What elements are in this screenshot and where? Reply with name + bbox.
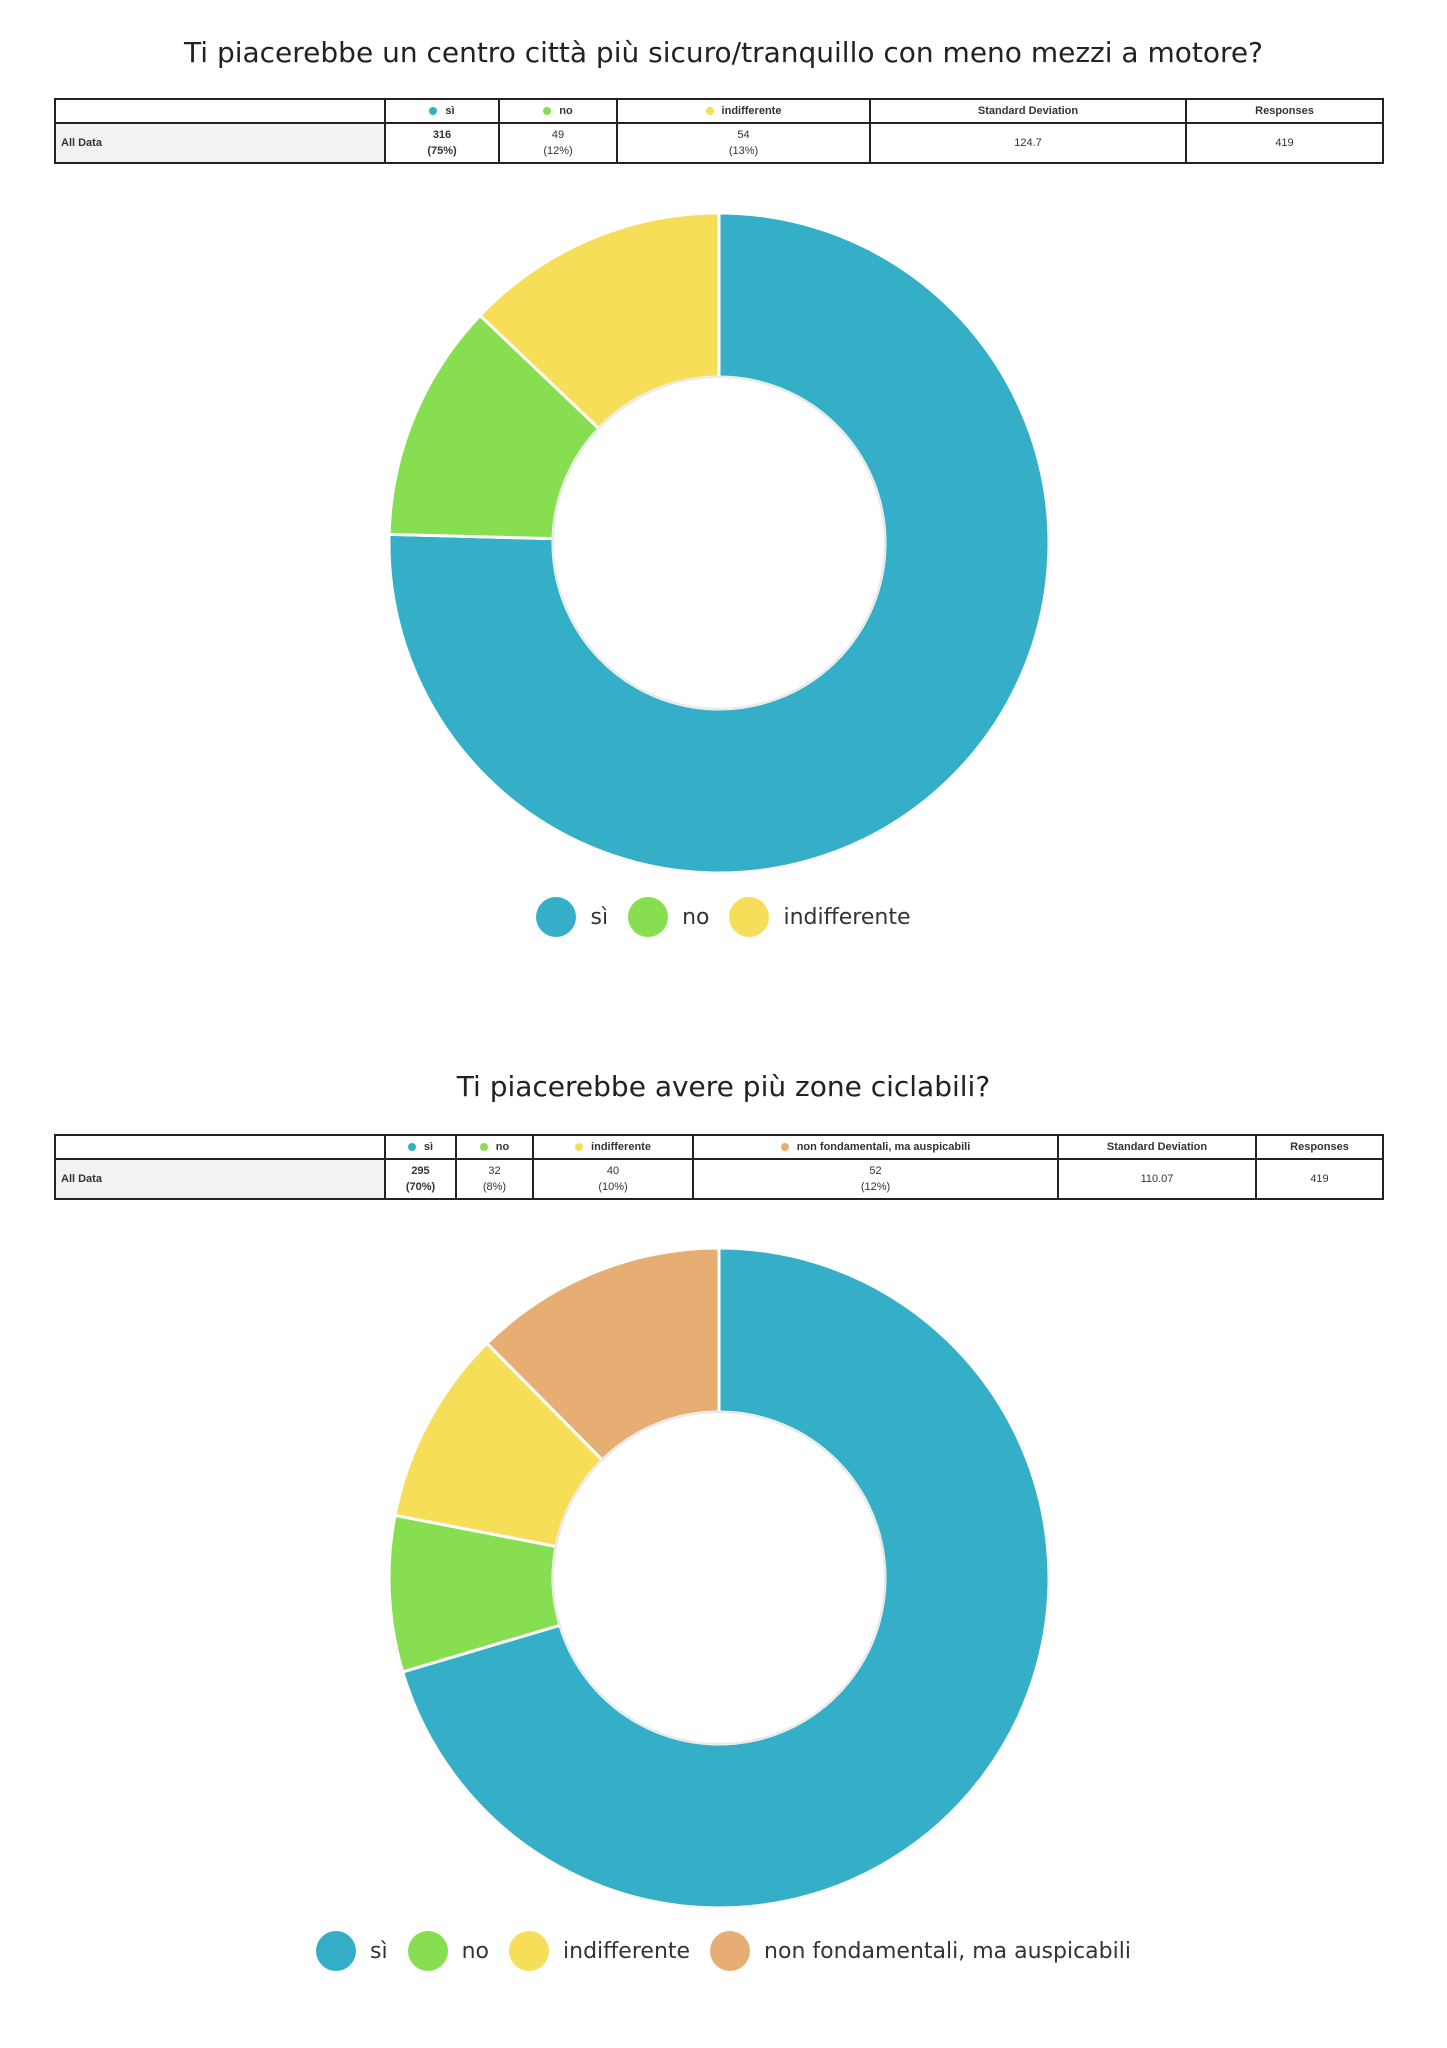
non-fondamentali-swatch-icon [710, 1931, 751, 1971]
header-indifferente: indifferente [616, 98, 871, 124]
header-std: Standard Deviation [1057, 1134, 1257, 1160]
cell-indifferente: 54 (13%) [616, 122, 871, 164]
header-responses: Responses [1255, 1134, 1384, 1160]
header-si: sì [384, 1134, 457, 1160]
cell-no: 49 (12%) [498, 122, 618, 164]
header-empty [54, 98, 386, 124]
cell-responses: 419 [1255, 1158, 1384, 1200]
cell-non-fondamentali: 52 (12%) [692, 1158, 1059, 1200]
indifferente-swatch-icon [729, 897, 770, 937]
table-row: All Data 295 (70%) 32 (8%) 40 (10%) 52 (12%)… [54, 1158, 1384, 1200]
no-dot-icon [543, 107, 552, 116]
cell-responses: 419 [1185, 122, 1384, 164]
donut-hole [552, 1411, 886, 1745]
row-label: All Data [54, 122, 386, 164]
table-header-row: sì no indifferente non fondamentali, ma … [54, 1134, 1384, 1160]
legend-item-indifferente[interactable]: indifferente [729, 897, 911, 937]
si-swatch-icon [316, 1931, 357, 1971]
table-header-row: sì no indifferente Standard Deviation Re… [54, 98, 1384, 124]
cell-no: 32 (8%) [455, 1158, 534, 1200]
chart-2-legend: sì no indifferente non fondamentali, ma … [0, 1931, 1447, 1971]
header-empty [54, 1134, 386, 1160]
chart-1-legend: sì no indifferente [0, 897, 1447, 937]
si-dot-icon [407, 1143, 416, 1152]
no-dot-icon [479, 1143, 488, 1152]
chart-1-donut [387, 211, 1051, 875]
chart-2-title: Ti piacerebbe avere più zone ciclabili? [456, 1070, 991, 1103]
header-no: no [498, 98, 618, 124]
legend-item-non-fondamentali[interactable]: non fondamentali, ma auspicabili [710, 1931, 1131, 1971]
table-row: All Data 316 (75%) 49 (12%) 54 (13%) 124.7 … [54, 122, 1384, 164]
legend-item-no[interactable]: no [407, 1931, 489, 1971]
header-si: sì [384, 98, 500, 124]
header-no: no [455, 1134, 534, 1160]
indifferente-dot-icon [705, 107, 714, 116]
cell-std: 124.7 [869, 122, 1187, 164]
non-fondamentali-dot-icon [780, 1143, 789, 1152]
chart-2-stats-table: sì no indifferente non fondamentali, ma … [54, 1134, 1384, 1200]
header-indifferente: indifferente [532, 1134, 694, 1160]
si-swatch-icon [536, 897, 577, 937]
header-non-fondamentali: non fondamentali, ma auspicabili [692, 1134, 1059, 1160]
no-swatch-icon [407, 1931, 448, 1971]
cell-indifferente: 40 (10%) [532, 1158, 694, 1200]
si-dot-icon [429, 107, 438, 116]
chart-2-donut [387, 1246, 1051, 1910]
legend-item-indifferente[interactable]: indifferente [509, 1931, 690, 1971]
cell-std: 110.07 [1057, 1158, 1257, 1200]
indifferente-swatch-icon [509, 1931, 550, 1971]
chart-1-stats-table: sì no indifferente Standard Deviation Re… [54, 98, 1384, 164]
chart-1-title: Ti piacerebbe un centro città più sicuro… [184, 36, 1263, 69]
indifferente-dot-icon [575, 1143, 584, 1152]
cell-si: 316 (75%) [384, 122, 500, 164]
donut-hole [552, 376, 886, 710]
header-responses: Responses [1185, 98, 1384, 124]
legend-item-no[interactable]: no [628, 897, 709, 937]
cell-si: 295 (70%) [384, 1158, 457, 1200]
legend-item-si[interactable]: sì [536, 897, 608, 937]
header-std: Standard Deviation [869, 98, 1187, 124]
no-swatch-icon [628, 897, 669, 937]
legend-item-si[interactable]: sì [316, 1931, 388, 1971]
row-label: All Data [54, 1158, 386, 1200]
